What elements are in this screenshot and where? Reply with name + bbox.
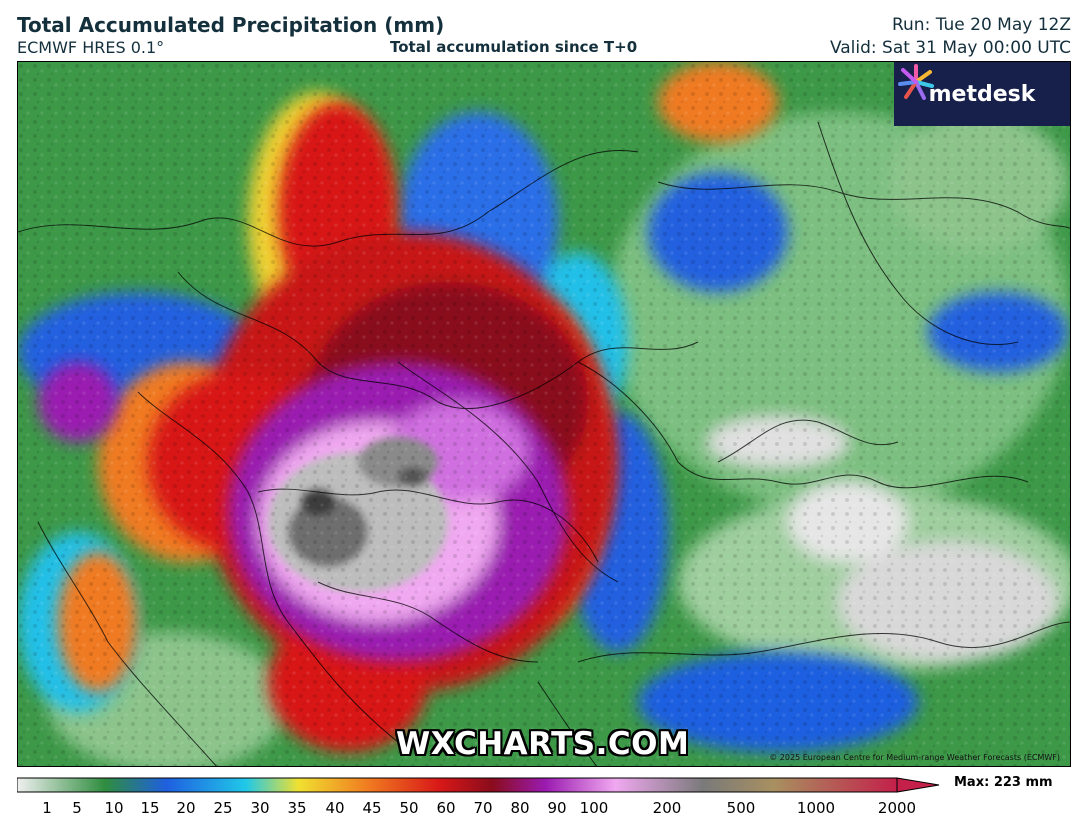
chart-title: Total Accumulated Precipitation (mm) <box>17 13 445 37</box>
colorbar-tick-label: 20 <box>176 799 196 817</box>
precipitation-map: metdesk WXCHARTS.COM © 2025 European Cen… <box>17 61 1071 767</box>
colorbar-tick-label: 500 <box>726 799 756 817</box>
colorbar-tick-label: 25 <box>213 799 233 817</box>
colorbar-tick-label: 1000 <box>796 799 836 817</box>
colorbar-tick-label: 15 <box>140 799 160 817</box>
ecmwf-copyright: © 2025 European Centre for Medium-range … <box>769 753 1060 762</box>
colorbar-extend-arrow <box>896 777 940 793</box>
colorbar-tick-label: 45 <box>362 799 382 817</box>
max-precip-label: Max: 223 mm <box>954 775 1053 790</box>
colorbar-tick-label: 30 <box>250 799 270 817</box>
colorbar-tick-label: 10 <box>104 799 124 817</box>
metdesk-logo-text: metdesk <box>928 81 1036 107</box>
colorbar-tick-label: 2000 <box>877 799 917 817</box>
colorbar-tick-label: 40 <box>325 799 345 817</box>
wxcharts-watermark: WXCHARTS.COM <box>396 726 690 762</box>
colorbar-tick-label: 90 <box>547 799 567 817</box>
colorbar-tick-label: 1 <box>42 799 52 817</box>
colorbar-tick-label: 100 <box>579 799 609 817</box>
colorbar-tick-label: 35 <box>287 799 307 817</box>
metdesk-logo: metdesk <box>894 62 1070 126</box>
run-time: Run: Tue 20 May 12Z <box>891 15 1071 35</box>
precipitation-field <box>18 62 1070 766</box>
colorbar-tick-label: 200 <box>652 799 682 817</box>
colorbar-tick-label: 80 <box>510 799 530 817</box>
colorbar-ticks: 1 5 10 15 20 25 30 35 40 45 50 60 70 80 90 100 200 500 100… <box>0 799 1088 819</box>
accumulation-subtitle: Total accumulation since T+0 <box>390 38 638 56</box>
colorbar-tick-label: 5 <box>72 799 82 817</box>
valid-time: Valid: Sat 31 May 00:00 UTC <box>829 38 1071 58</box>
model-label: ECMWF HRES 0.1° <box>17 38 165 57</box>
colorbar-gradient <box>17 777 940 793</box>
colorbar-tick-label: 70 <box>473 799 493 817</box>
colorbar <box>17 777 940 793</box>
colorbar-tick-label: 60 <box>436 799 456 817</box>
colorbar-tick-label: 50 <box>399 799 419 817</box>
metdesk-star-icon <box>898 64 934 100</box>
